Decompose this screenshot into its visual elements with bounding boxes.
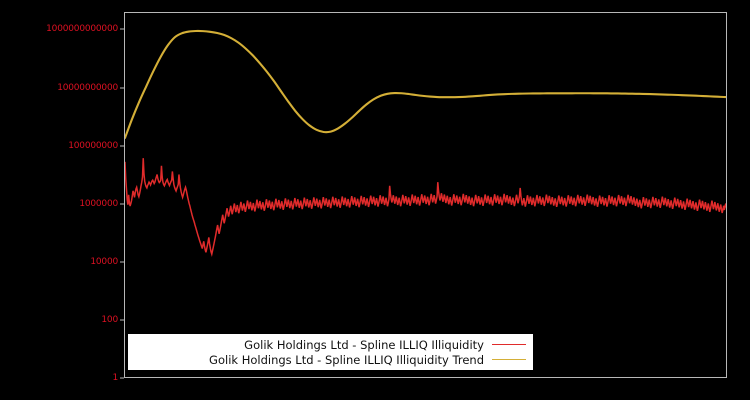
plot-area [124, 12, 727, 378]
y-axis-tick-label: 100 [101, 314, 118, 325]
y-axis: 1000000000000 10000000000 100000000 1000000… [0, 0, 124, 390]
legend-item-trend[interactable]: Golik Holdings Ltd - Spline ILLIQ Illiqu… [129, 352, 532, 367]
y-axis-tick-mark [120, 377, 124, 379]
y-axis-tick-label: 10000 [90, 256, 118, 267]
legend-label-illiquidity: Golik Holdings Ltd - Spline ILLIQ Illiqu… [244, 337, 484, 352]
y-axis-tick-label: 1000000000000 [46, 24, 118, 35]
legend-item-illiquidity[interactable]: Golik Holdings Ltd - Spline ILLIQ Illiqu… [129, 337, 532, 352]
y-axis-tick-mark [120, 319, 124, 321]
y-axis-tick-mark [120, 261, 124, 263]
y-axis-tick-label: 10000000000 [57, 82, 118, 93]
y-axis-tick-mark [120, 145, 124, 147]
y-axis-tick-label: 1 [112, 373, 118, 383]
series-line-illiquidity [125, 158, 726, 257]
plot-svg [125, 29, 726, 257]
y-axis-tick-mark [120, 87, 124, 89]
y-axis-tick-label: 100000000 [68, 140, 118, 151]
y-axis-tick-mark [120, 203, 124, 205]
legend-swatch-trend [492, 359, 526, 360]
series-line-trend [125, 29, 726, 139]
legend-label-trend: Golik Holdings Ltd - Spline ILLIQ Illiqu… [209, 352, 484, 367]
y-axis-tick-mark [120, 28, 124, 30]
chart-legend: Golik Holdings Ltd - Spline ILLIQ Illiqu… [128, 334, 533, 370]
y-axis-tick-label: 1000000 [79, 198, 118, 209]
legend-swatch-illiquidity [492, 344, 526, 345]
